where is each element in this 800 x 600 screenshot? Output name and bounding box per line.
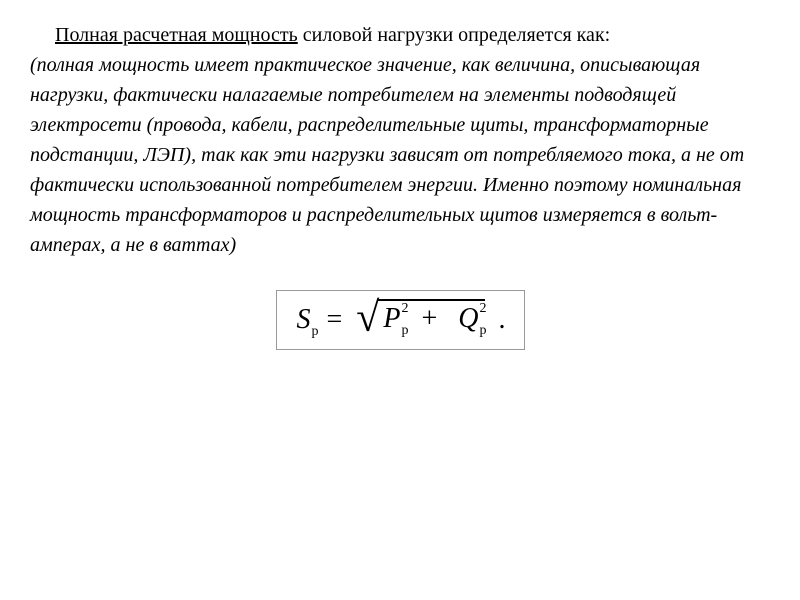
- term1-letter: P: [383, 303, 400, 334]
- equals-sign: =: [327, 304, 343, 336]
- italic-explanation: (полная мощность имеет практическое знач…: [30, 50, 770, 260]
- formula-inner: S р = √ P 2 р + Q 2 р: [295, 299, 506, 341]
- term2-subscript: р: [480, 323, 487, 339]
- sqrt-content: P 2 р + Q 2 р: [377, 299, 484, 335]
- plus-sign: +: [421, 303, 437, 334]
- lhs-subscript: р: [312, 324, 319, 340]
- term1-variable: P 2 р: [383, 303, 400, 335]
- line1-rest: силовой нагрузки определяется как:: [298, 24, 610, 46]
- lhs-variable: S р: [297, 304, 311, 336]
- term2-superscript: 2: [480, 301, 487, 317]
- document-body: Полная расчетная мощность силовой нагруз…: [30, 20, 770, 260]
- opening-paragraph: Полная расчетная мощность силовой нагруз…: [30, 20, 770, 50]
- term1-superscript: 2: [401, 301, 408, 317]
- term1-subscript: р: [401, 323, 408, 339]
- lhs-letter: S: [297, 304, 311, 335]
- term2-variable: Q 2 р: [458, 303, 478, 335]
- title-underlined: Полная расчетная мощность: [55, 24, 298, 46]
- formula-period: .: [499, 304, 506, 336]
- sqrt-container: √ P 2 р + Q 2 р: [356, 299, 484, 341]
- formula-box: S р = √ P 2 р + Q 2 р: [276, 290, 525, 350]
- formula-container: S р = √ P 2 р + Q 2 р: [30, 290, 770, 350]
- sqrt-symbol: √: [356, 297, 379, 339]
- term2-letter: Q: [458, 303, 478, 334]
